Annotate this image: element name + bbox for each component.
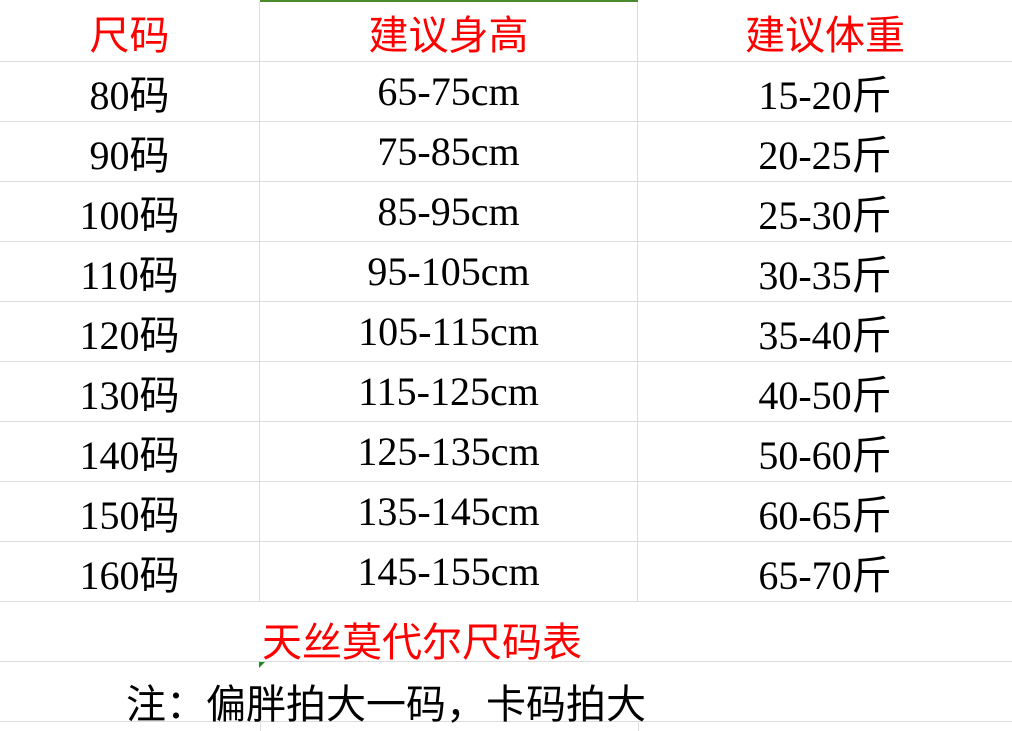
cell-size[interactable]: 100码 — [0, 182, 260, 241]
header-size[interactable]: 尺码 — [0, 2, 260, 61]
next-row — [0, 721, 1012, 731]
cell-weight[interactable]: 25-30斤 — [758, 192, 892, 238]
title-cell[interactable]: 天丝莫代尔尺码表 — [0, 602, 1012, 665]
table-row: 120码 105-115cm 35-40斤 — [0, 302, 1012, 362]
gridline — [638, 721, 639, 731]
table-row: 110码 95-105cm 30-35斤 — [0, 242, 1012, 302]
cell-weight[interactable]: 50-60斤 — [758, 432, 892, 478]
table-row: 100码 85-95cm 25-30斤 — [0, 182, 1012, 242]
header-height[interactable]: 建议身高 — [260, 2, 638, 61]
cell-weight[interactable]: 40-50斤 — [758, 372, 892, 418]
cell-height[interactable]: 95-105cm — [260, 242, 638, 301]
cell-height[interactable]: 65-75cm — [260, 62, 638, 121]
cell-size[interactable]: 120码 — [0, 302, 260, 361]
cell-weight[interactable]: 60-65斤 — [758, 492, 892, 538]
table-row: 160码 145-155cm 65-70斤 — [0, 542, 1012, 602]
cell-size[interactable]: 90码 — [0, 122, 260, 181]
comment-marker-icon — [259, 662, 265, 668]
cell-size[interactable]: 150码 — [0, 482, 260, 541]
header-row: 尺码 建议身高 建议体重 — [0, 2, 1012, 62]
cell-size[interactable]: 110码 — [0, 242, 260, 301]
cell-height[interactable]: 105-115cm — [260, 302, 638, 361]
cell-height[interactable]: 145-155cm — [260, 542, 638, 601]
cell-weight[interactable]: 20-25斤 — [758, 132, 892, 178]
cell-size[interactable]: 160码 — [0, 542, 260, 601]
cell-size[interactable]: 80码 — [0, 62, 260, 121]
note-text: 注：偏胖拍大一码，卡码拍大 — [126, 682, 646, 727]
cell-height[interactable]: 75-85cm — [260, 122, 638, 181]
gridline — [260, 721, 261, 731]
table-row: 80码 65-75cm 15-20斤 — [0, 62, 1012, 122]
table-row: 130码 115-125cm 40-50斤 — [0, 362, 1012, 422]
cell-height[interactable]: 135-145cm — [260, 482, 638, 541]
cell-height[interactable]: 125-135cm — [260, 422, 638, 481]
cell-weight[interactable]: 15-20斤 — [758, 72, 892, 118]
selected-cell-border — [260, 0, 638, 2]
table-row: 150码 135-145cm 60-65斤 — [0, 482, 1012, 542]
table-row: 90码 75-85cm 20-25斤 — [0, 122, 1012, 182]
cell-weight[interactable]: 30-35斤 — [758, 252, 892, 298]
cell-height[interactable]: 85-95cm — [260, 182, 638, 241]
note-cell[interactable]: 注：偏胖拍大一码，卡码拍大 — [0, 662, 1012, 727]
cell-size[interactable]: 140码 — [0, 422, 260, 481]
cell-weight[interactable]: 35-40斤 — [758, 312, 892, 358]
cell-height[interactable]: 115-125cm — [260, 362, 638, 421]
header-weight[interactable]: 建议体重 — [745, 12, 905, 58]
cell-weight[interactable]: 65-70斤 — [758, 552, 892, 598]
table-row: 140码 125-135cm 50-60斤 — [0, 422, 1012, 482]
table-title: 天丝莫代尔尺码表 — [262, 620, 582, 665]
cell-size[interactable]: 130码 — [0, 362, 260, 421]
